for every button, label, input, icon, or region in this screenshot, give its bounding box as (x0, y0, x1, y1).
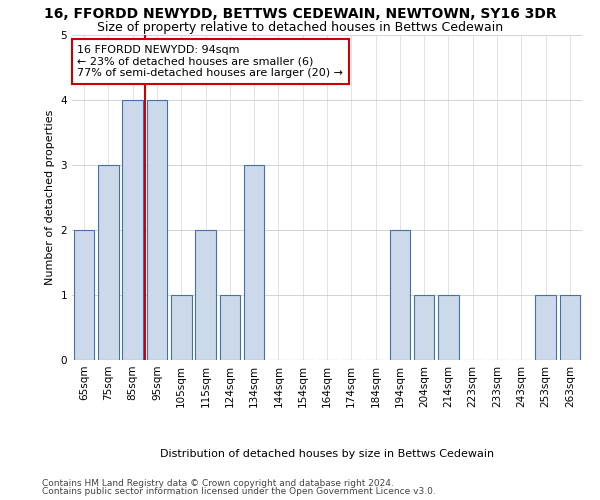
Bar (244, 165, 265, 360)
X-axis label: Distribution of detached houses by size in Bettws Cedewain: Distribution of detached houses by size … (160, 448, 494, 458)
Bar (438, 295, 459, 360)
Bar (122, 100, 143, 360)
Text: Contains public sector information licensed under the Open Government Licence v3: Contains public sector information licen… (42, 487, 436, 496)
Bar (74, 230, 94, 360)
Bar (560, 295, 580, 360)
Bar (171, 295, 191, 360)
Bar (535, 295, 556, 360)
Bar (195, 230, 216, 360)
Bar (220, 295, 240, 360)
Text: Size of property relative to detached houses in Bettws Cedewain: Size of property relative to detached ho… (97, 21, 503, 34)
Text: 16, FFORDD NEWYDD, BETTWS CEDEWAIN, NEWTOWN, SY16 3DR: 16, FFORDD NEWYDD, BETTWS CEDEWAIN, NEWT… (44, 8, 556, 22)
Y-axis label: Number of detached properties: Number of detached properties (45, 110, 55, 285)
Text: 16 FFORDD NEWYDD: 94sqm
← 23% of detached houses are smaller (6)
77% of semi-det: 16 FFORDD NEWYDD: 94sqm ← 23% of detache… (77, 45, 343, 78)
Bar (146, 100, 167, 360)
Bar (98, 165, 119, 360)
Text: Contains HM Land Registry data © Crown copyright and database right 2024.: Contains HM Land Registry data © Crown c… (42, 478, 394, 488)
Bar (414, 295, 434, 360)
Bar (389, 230, 410, 360)
